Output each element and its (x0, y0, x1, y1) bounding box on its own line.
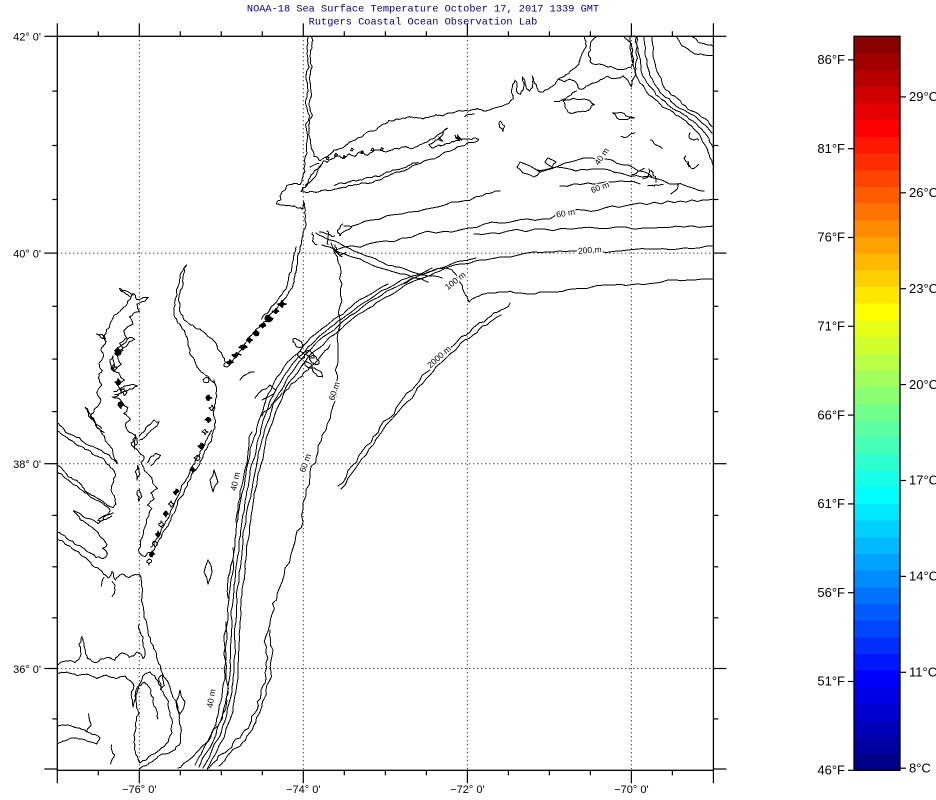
svg-text:−70° 0': −70° 0' (614, 784, 648, 796)
svg-text:61°F: 61°F (817, 496, 845, 511)
svg-text:71°F: 71°F (817, 319, 845, 334)
svg-text:29°C: 29°C (909, 89, 936, 104)
svg-text:81°F: 81°F (817, 141, 845, 156)
svg-text:−76° 0': −76° 0' (122, 784, 156, 796)
svg-text:11°C: 11°C (909, 665, 936, 680)
svg-text:200 m: 200 m (578, 244, 602, 256)
svg-text:−72° 0': −72° 0' (450, 784, 484, 796)
svg-text:26°C: 26°C (909, 185, 936, 200)
svg-text:51°F: 51°F (817, 674, 845, 689)
svg-text:−74° 0': −74° 0' (286, 784, 320, 796)
svg-text:17°C: 17°C (909, 473, 936, 488)
svg-text:8°C: 8°C (909, 760, 931, 775)
svg-text:14°C: 14°C (909, 569, 936, 584)
svg-text:56°F: 56°F (817, 585, 845, 600)
svg-text:38° 0': 38° 0' (13, 459, 41, 471)
svg-text:36° 0': 36° 0' (13, 664, 41, 676)
svg-text:42° 0': 42° 0' (13, 32, 41, 44)
svg-text:NOAA-18 Sea Surface Temperatur: NOAA-18 Sea Surface Temperature October … (247, 4, 599, 16)
svg-text:76°F: 76°F (817, 230, 845, 245)
svg-text:23°C: 23°C (909, 281, 936, 296)
svg-text:86°F: 86°F (817, 52, 845, 67)
svg-text:Rutgers Coastal Ocean Observat: Rutgers Coastal Ocean Observation Lab (309, 17, 538, 29)
svg-text:40 m: 40 m (204, 688, 217, 708)
svg-text:60 m: 60 m (555, 206, 575, 219)
svg-text:40° 0': 40° 0' (13, 248, 41, 260)
svg-text:46°F: 46°F (817, 763, 845, 778)
svg-text:66°F: 66°F (817, 407, 845, 422)
svg-text:20°C: 20°C (909, 377, 936, 392)
